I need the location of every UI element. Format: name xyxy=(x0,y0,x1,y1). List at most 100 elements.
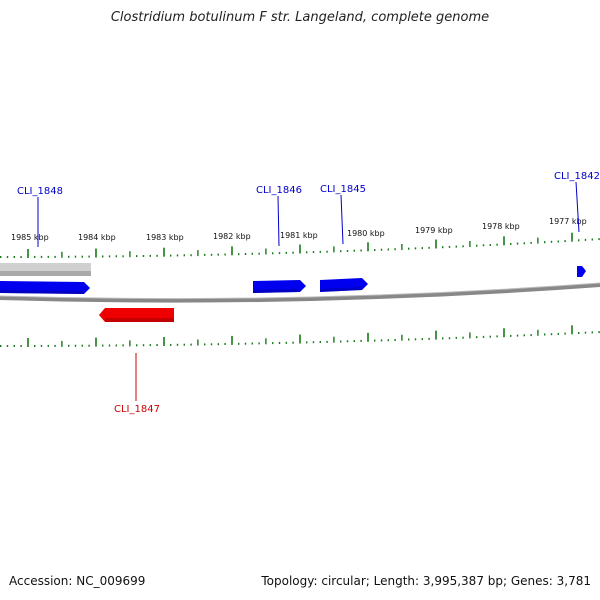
reverse-gene-cli-1847[interactable] xyxy=(99,308,174,322)
scale-tick xyxy=(34,345,36,347)
scale-tick xyxy=(367,332,369,342)
forward-gene-cli-1846[interactable] xyxy=(253,280,306,293)
scale-tick xyxy=(374,249,376,251)
scale-label: 1979 kbp xyxy=(415,226,453,235)
scale-tick xyxy=(482,244,485,247)
genome-title: Clostridium botulinum F str. Langeland, … xyxy=(110,10,490,25)
scale-tick xyxy=(516,334,519,337)
scale-tick xyxy=(578,239,580,242)
scale-tick xyxy=(258,252,260,255)
scale-tick xyxy=(238,342,240,345)
scale-tick xyxy=(564,240,566,243)
scale-tick xyxy=(510,243,512,245)
scale-label: 1982 kbp xyxy=(213,232,251,241)
scale-label: 1985 kbp xyxy=(11,233,49,242)
scale-tick xyxy=(244,253,247,255)
forward-gene-cli-1842[interactable] xyxy=(577,266,586,277)
scale-tick xyxy=(414,247,417,250)
scale-tick xyxy=(95,248,97,258)
scale-tick xyxy=(88,344,90,347)
scale-tick xyxy=(74,255,77,258)
scale-tick xyxy=(503,236,505,246)
scale-tick xyxy=(394,248,396,251)
scale-tick xyxy=(319,341,321,343)
scale-tick xyxy=(510,334,512,337)
scale-tick xyxy=(462,336,464,339)
scale-tick xyxy=(217,253,219,256)
scale-tick xyxy=(136,344,138,347)
scale-tick xyxy=(231,246,233,256)
scale-tick xyxy=(176,254,179,257)
scale-tick xyxy=(557,240,559,243)
scale-tick xyxy=(27,338,29,347)
scale-tick xyxy=(340,340,342,343)
scale-tick xyxy=(557,332,559,335)
scale-tick xyxy=(54,344,56,347)
scale-tick xyxy=(448,245,451,248)
scale-tick xyxy=(544,333,546,336)
gene-label-cli-1845[interactable]: CLI_1845 xyxy=(320,184,366,195)
scale-tick xyxy=(27,249,29,258)
gene-label-cli-1848[interactable]: CLI_1848 xyxy=(17,186,63,197)
scale-tick xyxy=(102,344,104,347)
scale-tick xyxy=(265,338,267,345)
scale-tick xyxy=(74,344,77,347)
scale-tick xyxy=(496,243,498,246)
scale-tick xyxy=(442,246,444,249)
scale-tick xyxy=(353,249,355,252)
scale-tick xyxy=(292,341,294,344)
scale-tick xyxy=(394,339,396,341)
scale-tick xyxy=(0,256,2,258)
pseudo-gene-track[interactable] xyxy=(0,263,91,276)
scale-tick xyxy=(578,332,580,334)
scale-tick xyxy=(414,338,417,341)
scale-tick xyxy=(251,252,253,255)
scale-label: 1981 kbp xyxy=(280,231,318,240)
topology-summary: Topology: circular; Length: 3,995,387 bp… xyxy=(261,574,591,588)
scale-tick xyxy=(278,342,281,344)
scale-tick xyxy=(523,242,525,245)
scale-tick xyxy=(61,340,63,347)
scale-tick xyxy=(428,337,430,340)
gene-label-cli-1842[interactable]: CLI_1842 xyxy=(554,171,600,182)
scale-tick xyxy=(401,334,403,341)
scale-tick xyxy=(326,250,328,253)
scale-tick xyxy=(231,335,233,345)
scale-tick xyxy=(435,239,437,249)
scale-tick xyxy=(299,334,301,344)
gene-label-cli-1847[interactable]: CLI_1847 xyxy=(114,404,160,415)
scale-tick xyxy=(455,245,457,248)
scale-ticks-reverse xyxy=(0,325,600,347)
scale-tick xyxy=(149,344,151,347)
scale-tick xyxy=(142,344,145,347)
scale-tick xyxy=(115,255,117,258)
scale-tick xyxy=(312,341,315,344)
scale-tick xyxy=(68,255,70,258)
scale-tick xyxy=(360,339,362,342)
scale-tick xyxy=(6,345,9,347)
scale-tick xyxy=(387,248,389,251)
accession-text: Accession: NC_009699 xyxy=(9,574,146,588)
forward-gene-cli-1845[interactable] xyxy=(320,278,368,292)
scale-tick xyxy=(68,344,70,347)
scale-tick xyxy=(115,344,117,347)
scale-label: 1983 kbp xyxy=(146,233,184,242)
scale-label: 1977 kbp xyxy=(549,217,587,226)
scale-tick xyxy=(408,247,410,250)
gene-label-cli-1846[interactable]: CLI_1846 xyxy=(256,185,302,196)
scale-tick xyxy=(380,339,383,342)
scale-tick xyxy=(353,340,355,343)
scale-tick xyxy=(40,255,43,258)
scale-tick xyxy=(462,245,464,248)
scale-label: 1978 kbp xyxy=(482,222,520,231)
scale-tick xyxy=(197,339,199,346)
scale-tick xyxy=(34,255,36,258)
forward-gene-cli-1848[interactable] xyxy=(0,281,90,294)
scale-tick xyxy=(265,248,267,255)
gene-labels: CLI_1848 CLI_1846 CLI_1845 CLI_1842 CLI_… xyxy=(17,171,600,415)
scale-tick xyxy=(544,241,546,244)
scale-tick xyxy=(163,247,165,257)
scale-tick xyxy=(306,341,308,344)
